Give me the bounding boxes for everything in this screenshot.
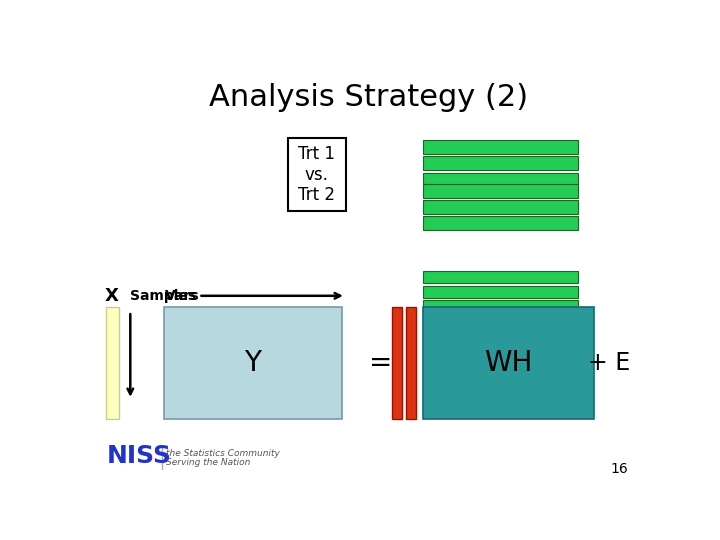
Bar — [423, 286, 578, 298]
Text: Analysis Strategy (2): Analysis Strategy (2) — [210, 83, 528, 112]
Text: 16: 16 — [611, 462, 629, 476]
Bar — [423, 200, 578, 214]
Text: WH: WH — [485, 349, 533, 377]
Text: Vars: Vars — [165, 289, 200, 303]
Bar — [423, 300, 578, 313]
Bar — [423, 173, 578, 186]
Text: Samples: Samples — [130, 289, 197, 303]
Text: + E: + E — [588, 351, 631, 375]
Bar — [423, 157, 578, 170]
Bar — [423, 140, 578, 154]
Bar — [423, 184, 578, 198]
Bar — [287, 138, 346, 211]
Text: Trt 1
vs.
Trt 2: Trt 1 vs. Trt 2 — [298, 145, 336, 204]
Text: =: = — [369, 349, 392, 377]
Bar — [163, 307, 342, 419]
Bar — [423, 217, 578, 231]
Bar — [106, 307, 120, 419]
Bar — [423, 307, 594, 419]
Text: NISS: NISS — [107, 444, 172, 468]
Text: Y: Y — [244, 349, 261, 377]
Bar — [406, 307, 416, 419]
Text: X: X — [105, 287, 119, 305]
Bar — [392, 307, 402, 419]
Text: the Statistics Community: the Statistics Community — [166, 449, 280, 458]
Text: Serving the Nation: Serving the Nation — [166, 457, 251, 467]
Bar — [423, 271, 578, 284]
